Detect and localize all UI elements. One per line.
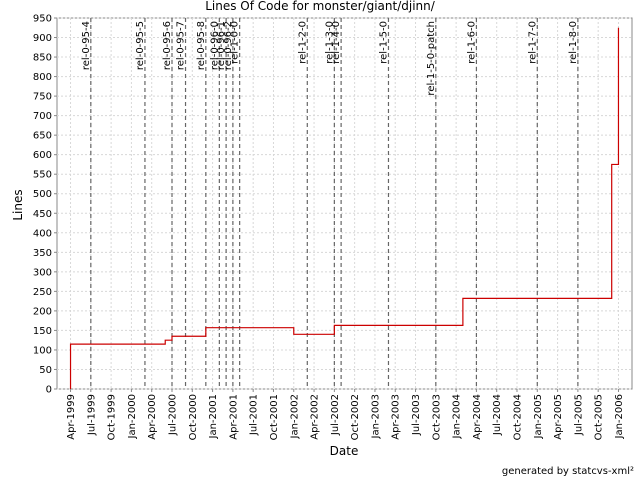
x-tick-label: Apr-2000 bbox=[147, 394, 158, 440]
x-tick-label: Oct-2001 bbox=[269, 394, 280, 440]
x-tick-label: Jul-2005 bbox=[573, 394, 584, 436]
release-label: rel-0-96-1 bbox=[216, 21, 227, 70]
y-tick-label: 550 bbox=[33, 170, 52, 181]
x-tick-label: Apr-2003 bbox=[391, 394, 402, 440]
x-tick-label: Jan-2001 bbox=[208, 394, 219, 439]
release-label: rel-0-95-8 bbox=[196, 21, 207, 70]
release-label: rel-1-3-0 bbox=[324, 21, 335, 64]
x-tick-label: Oct-2005 bbox=[594, 394, 605, 440]
x-tick-label: Oct-1999 bbox=[107, 394, 118, 440]
x-tick-label: Apr-2001 bbox=[228, 394, 239, 440]
y-tick-label: 250 bbox=[33, 287, 52, 298]
x-tick-label: Apr-1999 bbox=[66, 394, 77, 440]
y-tick-label: 200 bbox=[33, 306, 52, 317]
release-label: rel-0-96-0 bbox=[209, 21, 220, 70]
release-label: rel-1-4-0 bbox=[331, 21, 342, 64]
x-tick-label: Oct-2002 bbox=[350, 394, 361, 440]
y-axis-label: Lines bbox=[11, 189, 25, 220]
y-tick-label: 150 bbox=[33, 326, 52, 337]
x-axis-label: Date bbox=[330, 444, 359, 458]
y-tick-label: 50 bbox=[39, 365, 52, 376]
x-tick-label: Oct-2004 bbox=[513, 394, 524, 440]
y-tick-label: 300 bbox=[33, 267, 52, 278]
y-tick-label: 850 bbox=[33, 53, 52, 64]
data-line bbox=[69, 27, 620, 389]
y-tick-label: 0 bbox=[46, 385, 52, 396]
y-tick-label: 100 bbox=[33, 345, 52, 356]
x-tick-label: Jul-2002 bbox=[330, 394, 341, 436]
y-tick-label: 700 bbox=[33, 111, 52, 122]
y-tick-label: 450 bbox=[33, 209, 52, 220]
release-label: rel-0-95-6 bbox=[162, 21, 173, 70]
plot-frame bbox=[56, 17, 633, 390]
x-tick-label: Apr-2005 bbox=[553, 394, 564, 440]
x-tick-label: Jan-2000 bbox=[127, 394, 138, 439]
x-tick-label: Jul-1999 bbox=[86, 394, 97, 436]
release-label: rel-1-8-0 bbox=[568, 21, 579, 64]
footer: generated by statcvs-xml² bbox=[502, 466, 634, 477]
x-tick-label: Jul-2001 bbox=[249, 394, 260, 436]
y-tick-label: 400 bbox=[33, 228, 52, 239]
release-label: rel-0-95-5 bbox=[135, 21, 146, 70]
release-label: rel-1-7-0 bbox=[527, 21, 538, 64]
x-tick-label: Oct-2000 bbox=[188, 394, 199, 440]
y-tick-label: 950 bbox=[33, 14, 52, 25]
release-label: rel-1-5-0-patch bbox=[426, 21, 437, 96]
x-tick-label: Jul-2004 bbox=[492, 394, 503, 436]
release-label: rel-0-95-4 bbox=[81, 21, 92, 70]
x-tick-label: Jul-2000 bbox=[168, 394, 179, 436]
chart-title: Lines Of Code for monster/giant/djinn/ bbox=[205, 0, 436, 13]
release-label: rel-1-0-0 bbox=[230, 21, 241, 64]
release-label: rel-1-2-0 bbox=[297, 21, 308, 64]
y-tick-label: 900 bbox=[33, 33, 52, 44]
y-tick-label: 500 bbox=[33, 189, 52, 200]
release-label: rel-1-6-0 bbox=[466, 21, 477, 64]
y-tick-label: 350 bbox=[33, 248, 52, 259]
x-tick-label: Oct-2003 bbox=[431, 394, 442, 440]
x-tick-label: Apr-2002 bbox=[310, 394, 321, 440]
x-tick-label: Jan-2004 bbox=[452, 394, 463, 439]
x-tick-label: Apr-2004 bbox=[472, 394, 483, 440]
y-tick-label: 750 bbox=[33, 92, 52, 103]
x-tick-label: Jul-2003 bbox=[411, 394, 422, 436]
release-label: rel-0-95-7 bbox=[176, 21, 187, 70]
release-label: rel-0-96-2 bbox=[223, 21, 234, 70]
release-label: rel-1-5-0 bbox=[378, 21, 389, 64]
x-tick-label: Jan-2003 bbox=[370, 394, 381, 439]
x-tick-label: Jan-2002 bbox=[289, 394, 300, 439]
y-tick-label: 650 bbox=[33, 131, 52, 142]
y-tick-label: 800 bbox=[33, 72, 52, 83]
y-tick-label: 600 bbox=[33, 150, 52, 161]
x-tick-label: Jan-2006 bbox=[614, 394, 625, 439]
x-tick-label: Jan-2005 bbox=[533, 394, 544, 439]
